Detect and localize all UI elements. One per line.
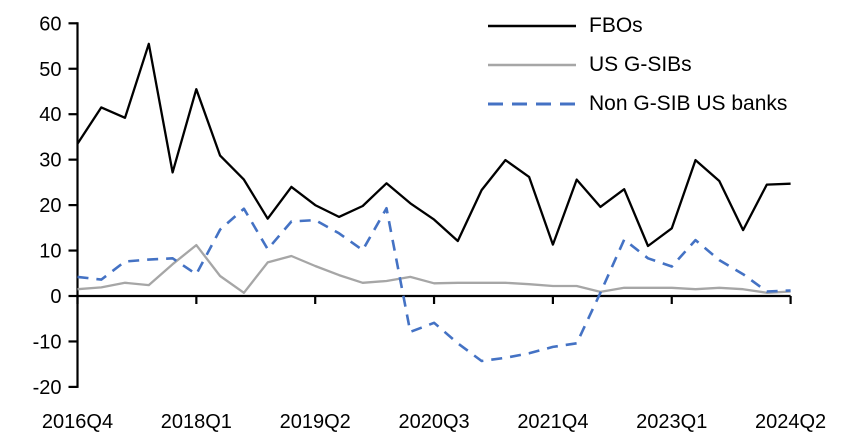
x-axis-tick-label: 2020Q3 bbox=[398, 411, 469, 433]
legend-item-non-gsib: Non G-SIB US banks bbox=[488, 84, 787, 123]
series-line-fbos bbox=[76, 42, 791, 248]
y-axis-tick-label: 10 bbox=[39, 241, 61, 263]
y-axis-tick-label: -10 bbox=[33, 331, 62, 353]
x-axis-tick-label: 2023Q1 bbox=[636, 411, 707, 433]
legend: FBOs US G-SIBs Non G-SIB US banks bbox=[488, 6, 787, 123]
x-axis-tick-label: 2016Q4 bbox=[42, 411, 113, 433]
legend-item-fbos: FBOs bbox=[488, 6, 787, 45]
us-gsibs-line-sample bbox=[488, 63, 576, 66]
x-axis-tick-label: 2019Q2 bbox=[280, 411, 351, 433]
x-axis-tick-label: 2021Q4 bbox=[517, 411, 588, 433]
y-axis-tick-label: 50 bbox=[39, 59, 61, 81]
legend-label-fbos: FBOs bbox=[589, 13, 643, 37]
x-axis-tick-label: 2024Q2 bbox=[755, 411, 826, 433]
series-line-us-g-sibs bbox=[77, 243, 791, 294]
legend-label-us-gsibs: US G-SIBs bbox=[589, 52, 692, 76]
non-gsib-line-sample bbox=[488, 102, 576, 105]
legend-item-us-gsibs: US G-SIBs bbox=[488, 45, 787, 84]
y-axis-tick-label: 60 bbox=[39, 13, 61, 35]
series-line-non-g-sib-us-banks bbox=[77, 207, 791, 363]
y-axis-tick-label: 20 bbox=[39, 195, 61, 217]
x-axis-tick-label: 2018Q1 bbox=[161, 411, 232, 433]
legend-label-non-gsib: Non G-SIB US banks bbox=[589, 91, 788, 115]
y-axis-tick-label: 0 bbox=[50, 286, 61, 308]
y-axis-tick-label: 30 bbox=[39, 150, 61, 172]
y-axis-tick-label: 40 bbox=[39, 104, 61, 126]
y-axis-tick-label: -20 bbox=[33, 377, 62, 399]
fbos-line-sample bbox=[488, 24, 576, 27]
